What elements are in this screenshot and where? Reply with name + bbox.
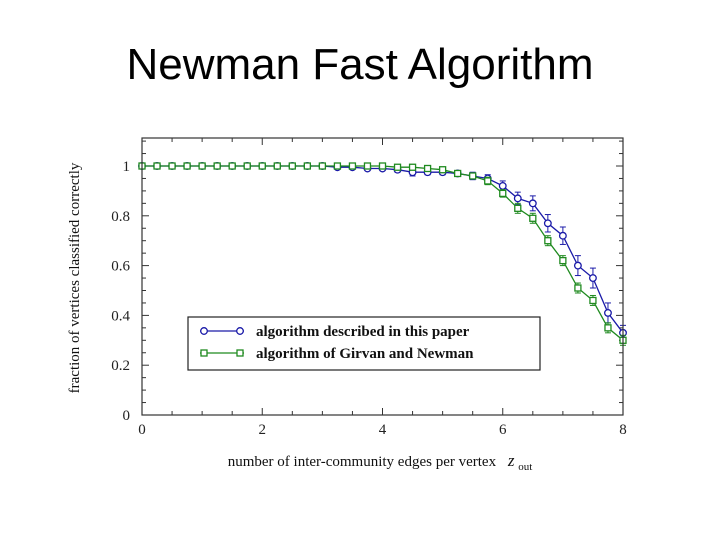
y-tick-label: 0 xyxy=(123,408,131,424)
x-tick-label: 2 xyxy=(259,422,267,438)
data-point xyxy=(514,204,522,212)
series-1 xyxy=(138,162,627,341)
series-layer xyxy=(138,162,627,346)
data-point xyxy=(153,162,161,170)
data-point xyxy=(438,166,447,174)
data-point xyxy=(498,181,507,190)
data-point xyxy=(408,163,417,171)
legend-label: algorithm described in this paper xyxy=(256,324,470,340)
data-point xyxy=(589,296,597,305)
data-point xyxy=(454,169,462,178)
series-2 xyxy=(138,162,627,346)
data-point xyxy=(423,164,432,173)
data-point xyxy=(393,163,402,171)
data-point xyxy=(529,214,537,222)
data-point xyxy=(333,162,342,170)
data-point xyxy=(168,162,176,170)
data-point xyxy=(558,231,567,240)
legend-marker xyxy=(200,327,208,335)
data-point xyxy=(559,256,567,265)
data-point xyxy=(183,162,191,170)
y-tick-label: 0.4 xyxy=(111,308,130,324)
legend-item: algorithm described in this paper xyxy=(200,324,470,340)
legend-item: algorithm of Girvan and Newman xyxy=(200,346,474,362)
y-tick-label: 1 xyxy=(123,159,131,175)
data-point xyxy=(378,162,387,170)
tick-layer: 0 2 4 6 8 0 0.2 0.4 0.6 0.8 1 xyxy=(111,138,627,438)
data-point xyxy=(573,261,582,270)
data-point xyxy=(604,308,612,317)
x-tick-label: 6 xyxy=(499,422,507,438)
data-point xyxy=(228,162,236,170)
data-point xyxy=(198,162,206,170)
x-axis-label: number of inter-community edges per vert… xyxy=(228,451,533,473)
legend-label: algorithm of Girvan and Newman xyxy=(256,346,474,362)
plot-frame xyxy=(141,137,624,416)
series-line xyxy=(142,165,624,334)
legend-box xyxy=(187,316,541,371)
data-point xyxy=(273,162,281,170)
data-point xyxy=(243,162,251,170)
data-point xyxy=(513,194,522,203)
y-tick-label: 0.6 xyxy=(111,259,130,275)
data-point xyxy=(484,177,492,185)
data-point xyxy=(363,162,372,170)
x-axis-label-text: number of inter-community edges per vert… xyxy=(228,454,497,470)
data-point xyxy=(288,162,296,170)
y-tick-label: 0.2 xyxy=(111,358,130,374)
data-point xyxy=(588,274,597,282)
data-point xyxy=(544,237,552,245)
slide-title: Newman Fast Algorithm xyxy=(126,40,594,89)
data-point xyxy=(213,162,221,170)
data-point xyxy=(469,172,477,180)
x-tick-label: 8 xyxy=(619,422,627,438)
legend-marker xyxy=(200,349,208,357)
x-axis-subscript: out xyxy=(518,461,532,473)
legend: algorithm described in this paper algorit… xyxy=(187,316,541,371)
data-point xyxy=(348,162,357,170)
data-point xyxy=(318,162,327,170)
legend-marker xyxy=(236,349,244,357)
data-point xyxy=(303,162,311,170)
data-point xyxy=(528,199,537,208)
data-point xyxy=(574,284,582,292)
series-line xyxy=(142,165,624,341)
data-point xyxy=(499,189,507,198)
y-axis-label: fraction of vertices classified correctl… xyxy=(67,162,83,393)
data-point xyxy=(543,219,552,228)
x-axis-symbol: z xyxy=(507,451,515,470)
data-point xyxy=(258,162,266,170)
x-tick-label: 4 xyxy=(379,422,387,438)
data-point xyxy=(604,324,612,332)
x-tick-label: 0 xyxy=(138,422,146,438)
legend-marker xyxy=(236,327,244,335)
y-tick-label: 0.8 xyxy=(111,209,130,225)
